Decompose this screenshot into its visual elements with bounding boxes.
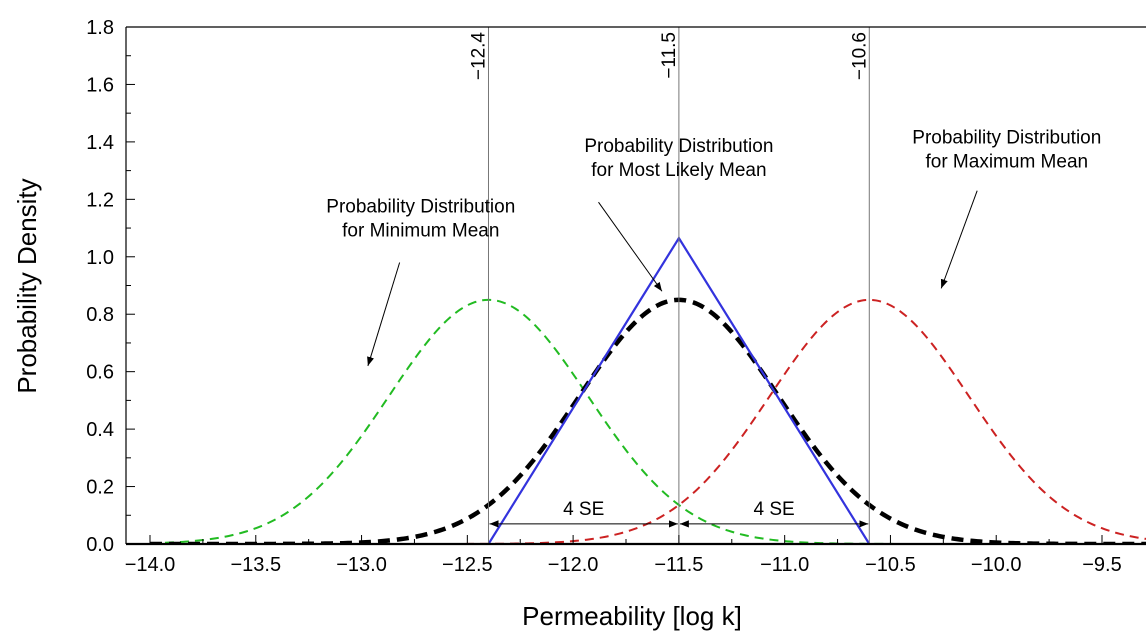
- annotation-line: Probability Distribution: [584, 136, 773, 157]
- x-tick-label-8: −10.0: [971, 554, 1022, 576]
- y-tick-label-2: 0.4: [86, 419, 114, 441]
- y-tick-label-0: 0.0: [86, 534, 114, 556]
- y-tick-label-5: 1.0: [86, 247, 114, 269]
- x-tick-label-6: −11.0: [760, 554, 809, 576]
- y-tick-label-3: 0.6: [86, 362, 114, 384]
- se-span-arrows: 4 SE 4 SE: [489, 499, 869, 528]
- annotation-text-2: Probability Distribution for Maximum Mean: [912, 127, 1101, 172]
- y-tick-label-6: 1.2: [86, 189, 114, 211]
- annotation-line: Probability Distribution: [326, 196, 515, 217]
- series-line-2: [150, 298, 1146, 544]
- vertical-reference-lines: −12.4 −11.5 −10.6: [468, 27, 870, 544]
- x-tick-label-7: −10.5: [865, 554, 916, 576]
- annotation-group: Probability Distribution for Minimum Mean…: [326, 127, 1101, 367]
- x-tick-label-0: −14.0: [125, 554, 176, 576]
- series-line-0: [149, 298, 1146, 544]
- x-tick-label-9: −9.5: [1082, 554, 1121, 576]
- series-group: [149, 236, 1146, 544]
- annotation-text-0: Probability Distribution for Minimum Mean: [326, 196, 515, 241]
- x-tick-label-4: −12.0: [548, 554, 599, 576]
- series-line-1: [150, 297, 1146, 544]
- annotation-line: for Minimum Mean: [342, 220, 499, 241]
- y-tick-label-7: 1.4: [86, 132, 114, 154]
- y-tick-label-8: 1.6: [86, 74, 114, 96]
- x-tick-label-3: −12.5: [442, 554, 493, 576]
- y-tick-label-1: 0.2: [86, 477, 114, 499]
- x-axis-title: Permeability [log k]: [522, 601, 742, 631]
- annotation-arrow-2: [940, 190, 978, 289]
- x-tick-label-2: −13.0: [336, 554, 387, 576]
- x-tick-label-5: −11.5: [654, 554, 703, 576]
- annotation-text-1: Probability Distribution for Most Likely …: [584, 136, 773, 181]
- y-tick-label-9: 1.8: [86, 17, 114, 39]
- y-axis-title: Probability Density: [12, 178, 42, 393]
- se-span-label-1: 4 SE: [753, 499, 794, 520]
- annotation-arrow-1: [598, 201, 663, 292]
- y-tick-label-4: 0.8: [86, 304, 114, 326]
- vline-label-0: −12.4: [468, 32, 489, 81]
- annotation-line: for Maximum Mean: [925, 151, 1088, 172]
- vline-label-2: −10.6: [849, 32, 870, 80]
- axes-group: 0.0 0.2 0.4 0.6 0.8 1.0 1.2 1.4 1.6 1.8 −14.0 −13.5…: [86, 17, 1146, 576]
- annotation-line: Probability Distribution: [912, 127, 1101, 148]
- annotation-line: for Most Likely Mean: [591, 160, 766, 181]
- x-tick-label-1: −13.5: [230, 554, 281, 576]
- vline-label-1: −11.5: [659, 32, 680, 79]
- se-span-label-0: 4 SE: [563, 499, 604, 520]
- annotation-arrow-0: [367, 262, 401, 367]
